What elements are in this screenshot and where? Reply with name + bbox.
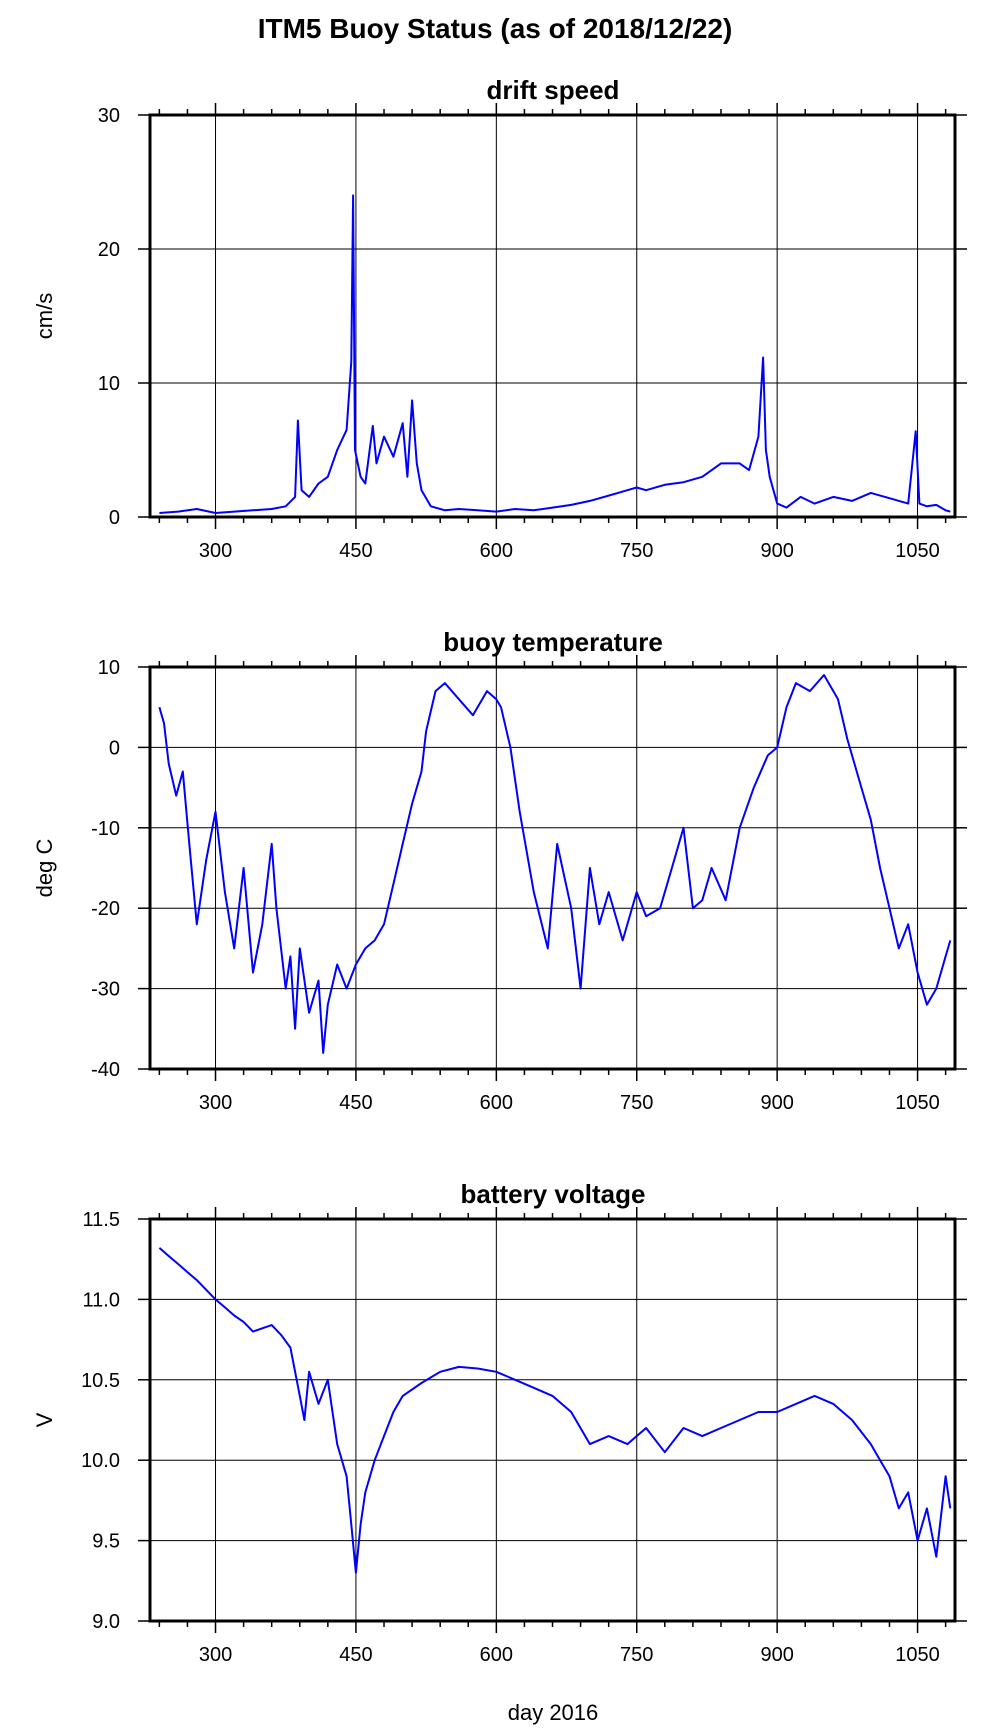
y-tick-label: 20 xyxy=(98,239,120,261)
x-tick-label: 1050 xyxy=(895,540,940,562)
y-tick-label: 9.5 xyxy=(92,1531,120,1553)
x-tick-label: 600 xyxy=(480,1092,513,1114)
y-tick-label: 0 xyxy=(109,507,120,529)
battery-voltage-panel: 300 450 600 750 900 1050 9.0 9.5 10.0 10.5 11.0 11.… xyxy=(32,1179,967,1666)
x-tick-label: 900 xyxy=(760,1092,793,1114)
buoy-temperature-series-line xyxy=(158,674,952,1054)
y-tick-label: -40 xyxy=(91,1059,120,1081)
figure-title: ITM5 Buoy Status (as of 2018/12/22) xyxy=(258,13,733,44)
y-tick-label: 10.5 xyxy=(81,1370,120,1392)
y-tick-label: 10.0 xyxy=(81,1450,120,1472)
x-tick-label: 900 xyxy=(760,1644,793,1666)
x-tick-label: 300 xyxy=(199,1092,232,1114)
drift-speed-title: drift speed xyxy=(487,75,620,105)
x-tick-label: 450 xyxy=(339,540,372,562)
y-tick-label: 10 xyxy=(98,373,120,395)
y-tick-label: -30 xyxy=(91,979,120,1001)
x-tick-label: 900 xyxy=(760,540,793,562)
buoy-temperature-y-axis-label: deg C xyxy=(32,839,57,898)
x-tick-label: 750 xyxy=(620,540,653,562)
drift-speed-series-line xyxy=(159,194,951,514)
battery-voltage-y-axis-label: V xyxy=(32,1412,57,1427)
y-tick-label: 10 xyxy=(98,657,120,679)
x-tick-label: 750 xyxy=(620,1644,653,1666)
x-tick-label: 1050 xyxy=(895,1644,940,1666)
y-tick-label: 30 xyxy=(98,105,120,127)
x-tick-label: 1050 xyxy=(895,1092,940,1114)
x-tick-label: 300 xyxy=(199,540,232,562)
x-tick-label: 300 xyxy=(199,1644,232,1666)
buoy-temperature-title: buoy temperature xyxy=(443,627,663,657)
x-tick-label: 750 xyxy=(620,1092,653,1114)
drift-speed-y-axis-label: cm/s xyxy=(32,293,57,339)
battery-voltage-title: battery voltage xyxy=(461,1179,646,1209)
y-tick-label: 9.0 xyxy=(92,1611,120,1633)
x-tick-label: 600 xyxy=(480,540,513,562)
y-tick-label: -10 xyxy=(91,818,120,840)
x-axis-label: day 2016 xyxy=(508,1700,599,1725)
y-tick-label: 11.5 xyxy=(83,1209,120,1231)
x-tick-label: 450 xyxy=(339,1092,372,1114)
buoy-temperature-panel: 300 450 600 750 900 1050 -40 -30 -20 -10 0 10 buoy t… xyxy=(32,627,967,1114)
x-tick-label: 450 xyxy=(339,1644,372,1666)
y-tick-label: -20 xyxy=(91,898,120,920)
drift-speed-panel: 300 450 600 750 900 1050 0 10 20 30 drift speed cm/… xyxy=(32,75,967,562)
x-tick-label: 600 xyxy=(480,1644,513,1666)
battery-voltage-series-line xyxy=(158,1247,952,1574)
y-tick-label: 0 xyxy=(109,737,120,759)
y-tick-label: 11.0 xyxy=(83,1289,120,1311)
